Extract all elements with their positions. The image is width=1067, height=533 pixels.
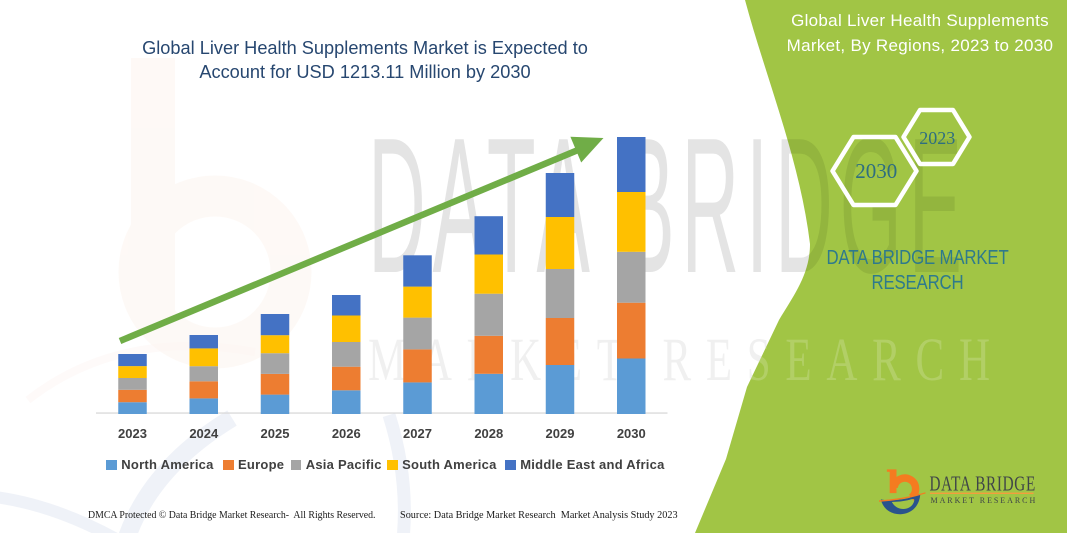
svg-text:MARKET RESEARCH: MARKET RESEARCH (931, 496, 1038, 505)
svg-text:2030: 2030 (855, 159, 897, 183)
svg-text:DATA BRIDGE: DATA BRIDGE (930, 472, 1036, 495)
svg-text:2023: 2023 (919, 128, 955, 148)
